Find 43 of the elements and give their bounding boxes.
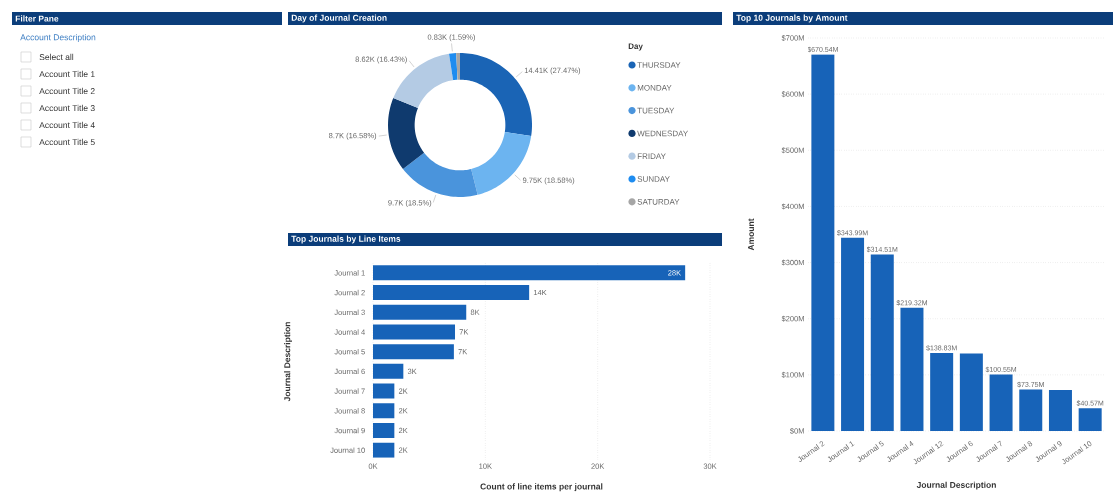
- bar: [373, 403, 395, 419]
- bar: [870, 254, 894, 431]
- bar: [1019, 389, 1043, 431]
- legend-label: SATURDAY: [637, 198, 680, 205]
- y-axis-title: Amount: [748, 218, 754, 251]
- legend-label: WEDNESDAY: [637, 130, 688, 137]
- text: Account Description: [20, 34, 96, 42]
- bar: [373, 265, 686, 281]
- bar: [989, 374, 1013, 431]
- legend-label: TUESDAY: [637, 107, 675, 114]
- bar: [900, 307, 924, 431]
- bar: [811, 54, 835, 431]
- bar: [373, 422, 395, 438]
- bar: [373, 344, 454, 360]
- bar: [373, 363, 404, 379]
- x-axis-title: Count of line items per journal: [480, 483, 603, 492]
- chart-title: Day of Journal Creation: [291, 14, 387, 23]
- bar: [373, 383, 395, 399]
- bar: [959, 353, 983, 431]
- legend-label: THURSDAY: [637, 62, 681, 68]
- bar: [373, 285, 530, 301]
- legend-title: Day: [628, 43, 643, 51]
- text: Account Title 4: [39, 121, 95, 129]
- text: Account Title 3: [39, 104, 95, 112]
- legend-label: FRIDAY: [637, 153, 666, 159]
- x-axis-title: Journal Description: [916, 481, 996, 490]
- y-axis-title: Journal Description: [284, 322, 292, 402]
- bar: [373, 304, 467, 320]
- text: Account Title 1: [39, 70, 95, 78]
- text: Select all: [39, 53, 74, 61]
- bar: [1078, 408, 1102, 431]
- bar: [373, 324, 456, 340]
- legend-label: SUNDAY: [637, 176, 670, 182]
- legend-label: MONDAY: [637, 84, 672, 91]
- bar: [930, 353, 954, 431]
- text: Account Title 2: [39, 87, 95, 95]
- text: Account Title 5: [39, 138, 95, 146]
- chart-title: Top Journals by Line Items: [291, 235, 401, 244]
- text: Filter Pane: [15, 15, 59, 22]
- bar: [1048, 390, 1072, 431]
- bar: [373, 442, 395, 458]
- chart-title: Top 10 Journals by Amount: [736, 14, 848, 23]
- bar: [841, 237, 865, 431]
